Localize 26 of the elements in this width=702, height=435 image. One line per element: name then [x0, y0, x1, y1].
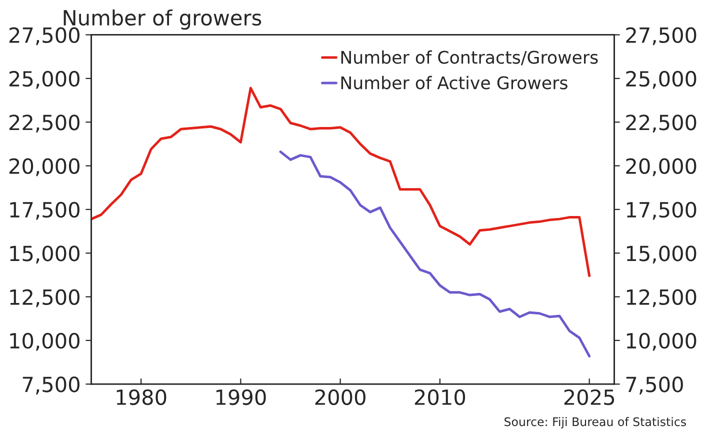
- y-tick-label: 10,000: [10, 332, 80, 351]
- x-tick-label: 1980: [116, 389, 166, 406]
- y2-tick-label: 22,500: [626, 114, 696, 132]
- y2-tick-label: 25,000: [626, 70, 696, 89]
- y2-tick-label: 20,000: [626, 158, 696, 176]
- y2-tick-label: 7,500: [626, 376, 683, 394]
- x-tick-label: 2000: [315, 389, 366, 406]
- line-series: [279, 150, 591, 358]
- legend-label: Number of Active Growers: [341, 76, 568, 90]
- y2-tick-label: 10,000: [626, 332, 696, 351]
- y-tick-label: 20,000: [9, 158, 80, 176]
- y2-tick-label: 15,000: [626, 246, 696, 264]
- y-tick-label: 15,000: [10, 246, 80, 264]
- y-tick-label: 7,500: [22, 376, 80, 394]
- x-tick-label: 2025: [564, 389, 614, 406]
- source-note: Source: Fiji Bureau of Statistics: [504, 417, 686, 428]
- y-tick-label: 12,500: [10, 289, 80, 308]
- legend-label: Number of Contracts/Growers: [341, 50, 598, 66]
- y-tick-label: 17,500: [10, 202, 80, 220]
- x-tick-label: 2010: [414, 389, 466, 406]
- y2-tick-label: 17,500: [626, 202, 696, 220]
- y-tick-label: 25,000: [9, 70, 80, 89]
- y-tick-label: 22,500: [9, 114, 80, 132]
- y2-tick-label: 12,500: [626, 289, 696, 308]
- x-tick-label: 1990: [216, 389, 266, 406]
- y2-tick-label: 27,500: [626, 27, 696, 46]
